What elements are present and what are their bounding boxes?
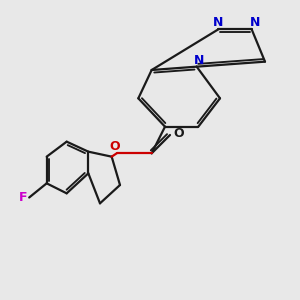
Text: N: N	[194, 54, 204, 67]
Text: N: N	[212, 16, 223, 29]
Text: O: O	[110, 140, 121, 153]
Text: F: F	[19, 191, 27, 204]
Text: N: N	[250, 16, 260, 29]
Text: O: O	[174, 127, 184, 140]
